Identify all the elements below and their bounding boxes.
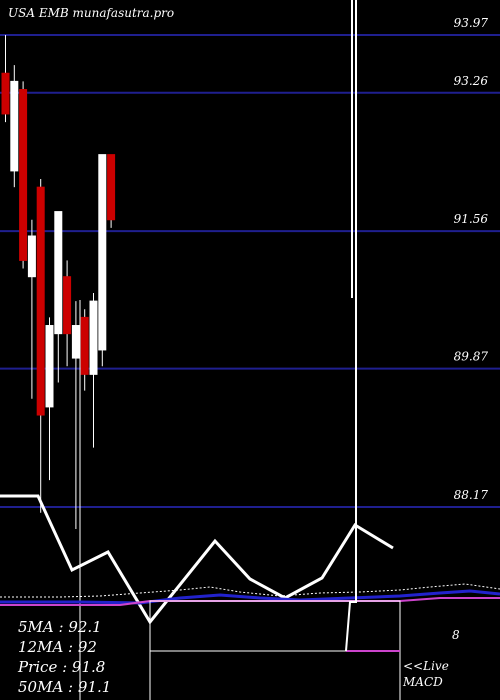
chart-title: USA EMB munafasutra.pro xyxy=(8,6,174,20)
candle-body-8 xyxy=(71,325,80,359)
y-tick-label-3: 89.87 xyxy=(454,350,489,364)
candle-body-1 xyxy=(10,80,19,172)
price-line xyxy=(0,494,394,625)
y-tick-label-2: 91.56 xyxy=(454,212,489,226)
macd-label: MACD xyxy=(402,675,443,689)
macd-spike-line xyxy=(345,0,357,652)
candle-body-10 xyxy=(89,300,98,375)
y-tick-label-0: 93.97 xyxy=(454,16,489,30)
ma12-label: 12MA : 92 xyxy=(18,638,97,656)
y-tick-label-4: 88.17 xyxy=(454,488,489,502)
dotted-ma-line xyxy=(0,583,500,598)
candle-body-11 xyxy=(98,154,107,351)
candle-body-12 xyxy=(107,154,116,221)
candle-body-2 xyxy=(19,89,28,261)
candle-body-4 xyxy=(36,186,45,416)
y-tick-label-1: 93.26 xyxy=(454,74,489,88)
ma50-label: 50MA : 91.1 xyxy=(18,678,111,696)
live-label: <<Live xyxy=(403,659,449,673)
price-label: Price : 91.8 xyxy=(17,658,105,676)
macd-box xyxy=(149,600,401,652)
ma5-label: 5MA : 92.1 xyxy=(18,618,102,636)
candle-body-3 xyxy=(27,235,36,278)
candles xyxy=(1,35,116,529)
candle-body-7 xyxy=(63,276,72,335)
candle-body-5 xyxy=(45,325,54,408)
macd-panel xyxy=(149,0,401,700)
macd-value-label: 8 xyxy=(452,628,460,642)
candle-body-9 xyxy=(80,316,89,375)
candle-body-6 xyxy=(54,211,63,335)
candle-body-0 xyxy=(1,72,10,115)
